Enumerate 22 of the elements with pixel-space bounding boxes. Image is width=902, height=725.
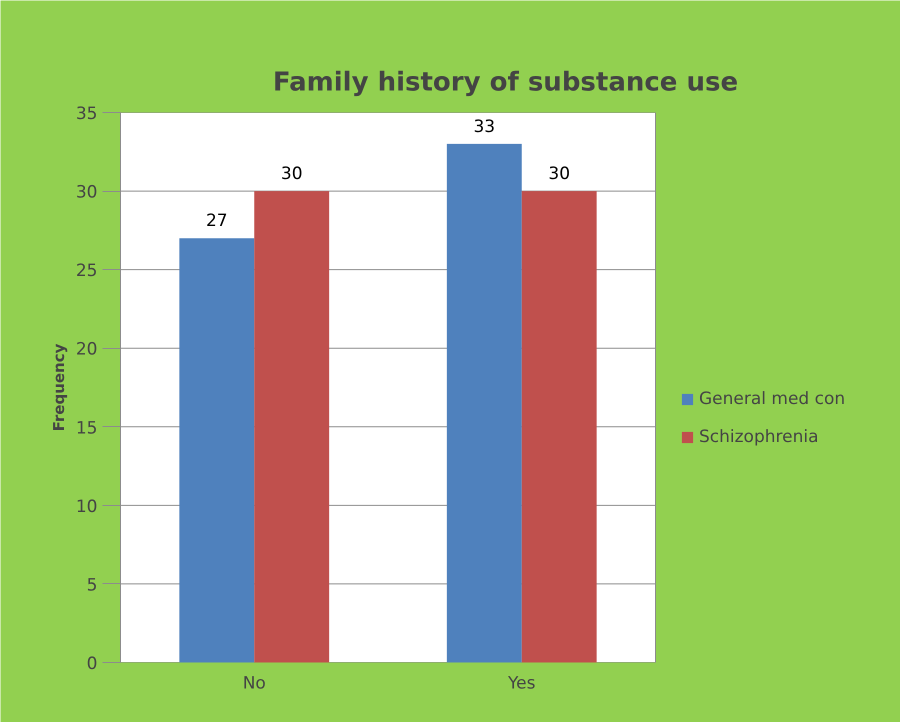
y-tick-label: 25 (76, 261, 98, 282)
legend-label: Schizophrenia (699, 427, 819, 447)
bar (254, 191, 330, 662)
y-tick-label: 20 (76, 340, 98, 360)
bar (522, 191, 597, 662)
chart-title: Family history of substance use (272, 68, 738, 98)
y-tick-label: 30 (76, 182, 98, 203)
y-tick-label: 15 (76, 418, 98, 438)
data-label: 30 (548, 164, 570, 184)
bar (446, 144, 522, 662)
y-tick-label: 5 (86, 575, 98, 596)
y-tick-label: 10 (76, 496, 98, 517)
y-axis-title: Frequency (50, 343, 68, 432)
x-tick-label: No (242, 674, 266, 694)
data-label: 27 (206, 211, 228, 232)
x-tick-label: Yes (507, 674, 536, 694)
legend-label: General med con (699, 389, 846, 409)
data-label: 30 (280, 164, 303, 184)
data-label: 33 (473, 116, 496, 137)
y-tick-label: 0 (86, 654, 98, 674)
bar (179, 238, 254, 662)
y-tick-label: 35 (76, 104, 98, 124)
